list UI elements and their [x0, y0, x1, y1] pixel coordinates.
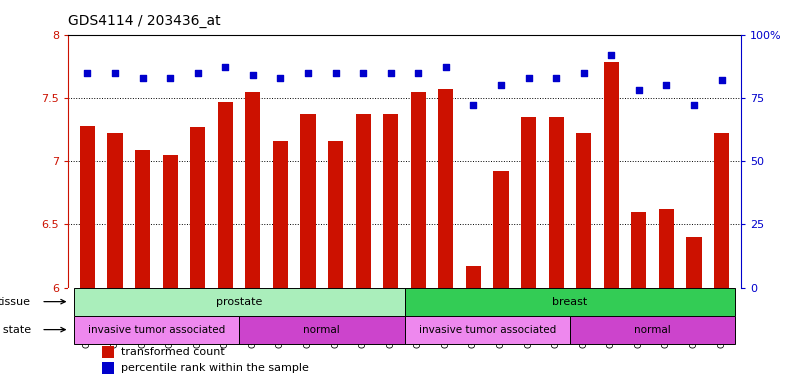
Bar: [383, 114, 398, 288]
Bar: [521, 117, 536, 288]
Point: [578, 70, 590, 76]
Bar: [466, 266, 481, 288]
Point: [715, 77, 728, 83]
Text: breast: breast: [553, 297, 588, 307]
Point: [440, 65, 453, 71]
Point: [522, 74, 535, 81]
Bar: [102, 346, 114, 358]
Bar: [74, 316, 239, 344]
Bar: [107, 133, 123, 288]
Bar: [493, 171, 509, 288]
Bar: [102, 362, 114, 374]
Point: [191, 70, 204, 76]
Bar: [80, 126, 95, 288]
Text: normal: normal: [304, 324, 340, 334]
Point: [274, 74, 287, 81]
Point: [494, 82, 507, 88]
Bar: [300, 114, 316, 288]
Point: [302, 70, 315, 76]
Bar: [328, 141, 343, 288]
Text: disease state: disease state: [0, 324, 31, 334]
Bar: [659, 209, 674, 288]
Text: prostate: prostate: [215, 297, 262, 307]
Point: [136, 74, 149, 81]
Bar: [438, 89, 453, 288]
Point: [247, 72, 260, 78]
Bar: [405, 288, 735, 316]
Bar: [631, 212, 646, 288]
Point: [467, 103, 480, 109]
Text: percentile rank within the sample: percentile rank within the sample: [121, 363, 308, 373]
Point: [605, 52, 618, 58]
Bar: [549, 117, 564, 288]
Text: invasive tumor associated: invasive tumor associated: [419, 324, 556, 334]
Bar: [218, 102, 233, 288]
Text: GDS4114 / 203436_at: GDS4114 / 203436_at: [68, 15, 221, 28]
Text: invasive tumor associated: invasive tumor associated: [87, 324, 225, 334]
Text: transformed count: transformed count: [121, 347, 224, 357]
Bar: [273, 141, 288, 288]
Point: [163, 74, 176, 81]
Point: [687, 103, 700, 109]
Bar: [356, 114, 371, 288]
Bar: [239, 316, 405, 344]
Bar: [576, 133, 591, 288]
Bar: [604, 63, 619, 288]
Point: [81, 70, 94, 76]
Bar: [405, 316, 570, 344]
Bar: [135, 150, 150, 288]
Text: normal: normal: [634, 324, 671, 334]
Point: [384, 70, 397, 76]
Point: [356, 70, 369, 76]
Bar: [714, 133, 729, 288]
Point: [549, 74, 562, 81]
Bar: [245, 91, 260, 288]
Text: tissue: tissue: [0, 297, 31, 307]
Point: [660, 82, 673, 88]
Point: [412, 70, 425, 76]
Point: [109, 70, 122, 76]
Bar: [411, 91, 426, 288]
Bar: [190, 127, 205, 288]
Bar: [570, 316, 735, 344]
Bar: [163, 155, 178, 288]
Point: [329, 70, 342, 76]
Point: [633, 87, 646, 93]
Point: [219, 65, 231, 71]
Bar: [74, 288, 405, 316]
Bar: [686, 237, 702, 288]
